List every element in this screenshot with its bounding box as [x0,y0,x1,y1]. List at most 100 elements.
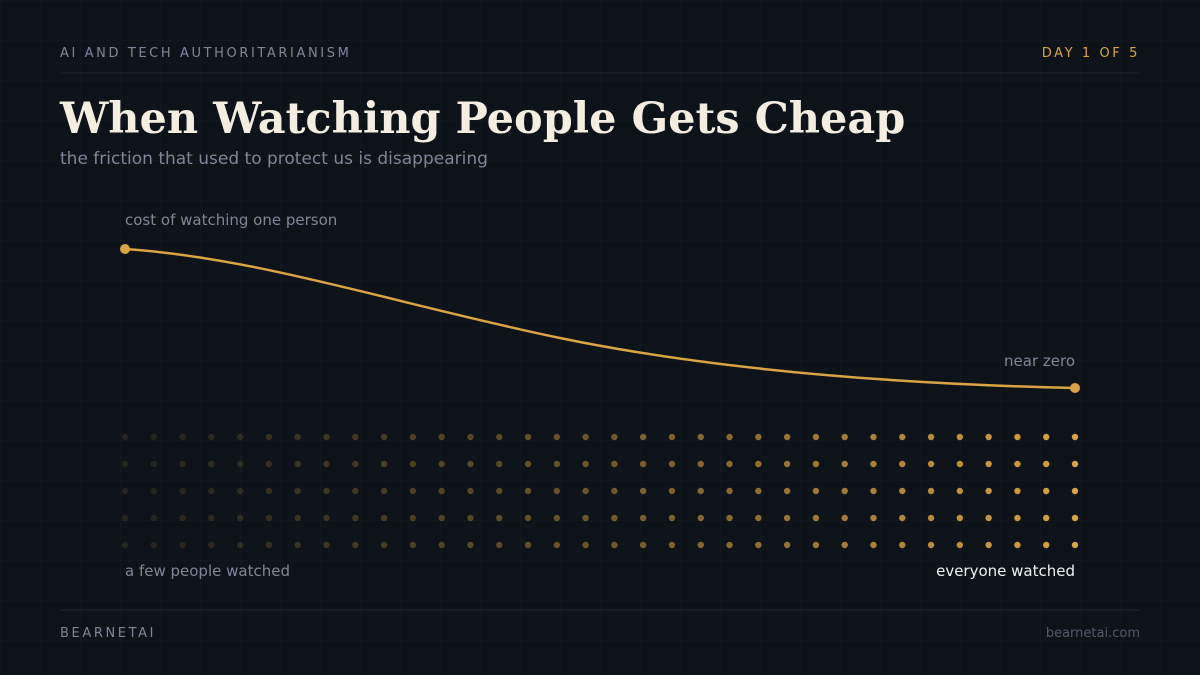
dot [1014,433,1021,441]
curve-start-point [120,244,130,254]
dot [1071,514,1079,522]
dot [553,541,561,549]
dot [352,433,359,441]
dot [783,487,791,495]
dot [121,487,129,495]
dot [236,514,244,522]
dot [611,541,618,549]
dot [208,541,215,549]
dot [985,514,992,522]
dot [726,487,733,495]
dot [611,433,618,441]
dot [438,541,445,549]
dot [899,487,906,495]
series-label: AI AND TECH AUTHORITARIANISM [60,46,351,61]
dot [208,433,215,441]
dot [121,541,129,549]
dot [899,433,906,441]
dot [179,514,186,522]
dot [380,541,388,549]
dot [956,487,964,495]
dot [841,514,848,522]
dot [870,541,877,549]
dot [956,541,964,549]
dot [899,541,906,549]
dot [697,433,704,441]
dot [582,487,589,495]
dot [150,487,157,495]
dot [409,514,417,522]
dot [639,433,647,441]
dot [870,487,877,495]
dot [812,433,820,441]
dot [1014,514,1021,522]
dot [726,460,733,468]
dot [697,541,704,549]
dot [755,460,762,468]
dot [812,487,820,495]
dot [208,460,215,468]
dot [841,541,848,549]
dot [668,514,676,522]
subtitle: the friction that used to protect us is … [60,149,488,169]
dot [927,460,935,468]
dot [236,460,244,468]
dot [697,487,704,495]
dot [524,460,532,468]
dot [582,433,589,441]
dot [265,487,273,495]
dot [294,487,301,495]
dot [467,433,474,441]
dot [294,541,301,549]
dot [294,514,301,522]
dot [467,487,474,495]
curve-end-label: near zero [1004,352,1075,370]
dot [755,541,762,549]
dot [496,487,503,495]
footer-brand: BEARNETAI [60,626,156,641]
dot-grid [121,433,1079,549]
dot [265,514,273,522]
dot [496,541,503,549]
dot [611,460,618,468]
dot [323,460,330,468]
dot [409,460,417,468]
dot [150,433,157,441]
dot [150,460,157,468]
cost-curve [124,247,1076,390]
dot [236,487,244,495]
dot [438,433,445,441]
dot [179,487,186,495]
dot [1014,487,1021,495]
dot [726,541,733,549]
dot [179,541,186,549]
dot [927,433,935,441]
dot [352,487,359,495]
dot [841,487,848,495]
dot [1071,541,1079,549]
dot [380,487,388,495]
dot [524,541,532,549]
dot [812,460,820,468]
dot [755,514,762,522]
dot [496,514,503,522]
dot [841,433,848,441]
dot [121,433,129,441]
dot [265,541,273,549]
dot [1043,433,1050,441]
dot [352,541,359,549]
dot [668,541,676,549]
dot [841,460,848,468]
dot [956,433,964,441]
dot [1014,460,1021,468]
dot [668,433,676,441]
dot [985,487,992,495]
dot [1043,514,1050,522]
dot [179,433,186,441]
dot [668,487,676,495]
dot [985,433,992,441]
dot [438,514,445,522]
dot [179,460,186,468]
